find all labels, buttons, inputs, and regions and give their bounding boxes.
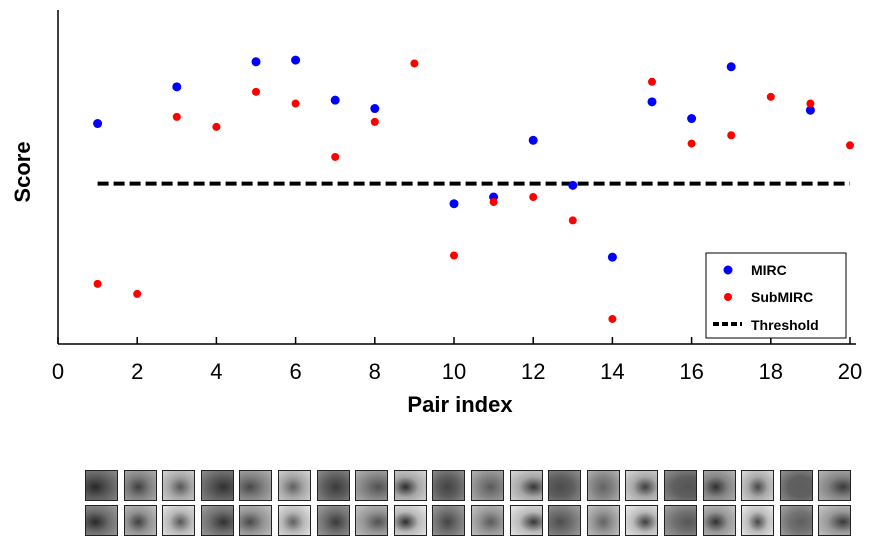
eye-thumbnail — [664, 505, 697, 536]
mirc-point — [449, 199, 459, 209]
eye-thumbnail — [85, 470, 118, 501]
submirc-point — [846, 141, 854, 150]
submirc-point — [291, 99, 300, 108]
eye-thumbnail — [586, 470, 620, 501]
eye-thumbnail — [664, 470, 697, 501]
x-tick-label: 6 — [289, 359, 301, 384]
submirc-point — [529, 193, 538, 202]
x-tick-label: 18 — [759, 359, 783, 384]
submirc-point — [648, 77, 656, 86]
eye-thumbnail — [818, 470, 852, 501]
eye-thumbnail — [625, 470, 659, 501]
eye-thumbnail — [471, 505, 504, 536]
eye-thumbnail — [85, 505, 118, 536]
submirc-point — [212, 122, 221, 131]
mirc-point — [607, 252, 617, 262]
mirc-point — [726, 62, 736, 72]
eye-thumbnail — [316, 470, 350, 501]
eye-thumbnail — [239, 505, 273, 536]
eye-thumbnail — [355, 505, 389, 536]
eye-thumbnail — [355, 470, 389, 501]
eye-thumbnail — [471, 470, 504, 501]
x-tick-label: 8 — [369, 359, 381, 384]
series-submirc — [93, 59, 854, 323]
mirc-point — [568, 180, 578, 190]
eye-thumbnail — [393, 505, 427, 536]
scatter-chart: 0 2 4 6 8 10 12 14 16 18 20 Pair index Score MIRC … — [10, 10, 862, 417]
eye-thumbnail — [548, 505, 582, 536]
submirc-point — [252, 87, 260, 96]
submirc-point — [766, 92, 775, 101]
x-tick-label: 0 — [52, 359, 64, 384]
data-points — [93, 55, 854, 323]
submirc-point — [568, 216, 577, 225]
eye-thumbnail — [702, 470, 736, 501]
mirc-point — [251, 57, 261, 67]
submirc-point — [608, 314, 617, 323]
eye-thumbnail — [741, 505, 775, 536]
submirc-point — [133, 289, 142, 298]
submirc-point — [450, 251, 458, 260]
submirc-point — [410, 59, 419, 68]
eye-thumbnail — [278, 470, 311, 501]
submirc-point — [687, 139, 696, 148]
eye-thumbnail — [779, 505, 813, 536]
legend-label-threshold: Threshold — [751, 317, 819, 333]
mirc-point — [647, 97, 657, 107]
eye-thumbnail — [702, 505, 736, 536]
eye-thumbnail — [200, 505, 234, 536]
eye-thumbnail — [818, 505, 852, 536]
eye-thumbnail — [162, 505, 196, 536]
submirc-point — [806, 99, 815, 108]
eye-thumbnail — [200, 470, 234, 501]
eye-thumbnail — [741, 470, 775, 501]
eye-thumbnail — [162, 470, 196, 501]
x-tick-label: 12 — [521, 359, 545, 384]
eye-image-thumbnails — [85, 470, 855, 538]
x-tick-label: 16 — [679, 359, 703, 384]
x-tick-label: 10 — [442, 359, 466, 384]
y-axis-title: Score — [10, 141, 35, 202]
eye-thumbnail — [779, 470, 813, 501]
mirc-point — [172, 82, 182, 92]
legend-label-mirc: MIRC — [751, 262, 787, 278]
mirc-point — [370, 104, 380, 114]
eye-thumbnail — [548, 470, 582, 501]
x-tick-label: 4 — [210, 359, 222, 384]
eye-thumbnail — [509, 505, 543, 536]
eye-thumbnail — [393, 470, 427, 501]
axes — [57, 10, 856, 345]
eye-thumbnail — [123, 505, 157, 536]
x-tick-label: 2 — [131, 359, 143, 384]
eye-thumbnail — [625, 505, 659, 536]
eye-thumbnail — [316, 505, 350, 536]
x-axis-title: Pair index — [407, 392, 513, 417]
eye-thumbnail — [586, 505, 620, 536]
mirc-point — [805, 105, 815, 115]
mirc-point — [528, 135, 538, 145]
eye-thumbnail — [239, 470, 273, 501]
x-tick-label: 14 — [600, 359, 624, 384]
submirc-point — [489, 198, 498, 207]
mirc-point — [330, 95, 340, 105]
legend-marker-mirc — [723, 265, 733, 275]
eye-thumbnail — [278, 505, 311, 536]
submirc-point — [370, 117, 379, 126]
eye-thumbnail — [432, 470, 466, 501]
legend: MIRC SubMIRC Threshold — [705, 252, 847, 339]
eye-thumbnail — [123, 470, 157, 501]
submirc-point — [93, 279, 102, 288]
legend-label-submirc: SubMIRC — [751, 289, 813, 305]
mirc-point — [93, 119, 103, 129]
mirc-point — [687, 114, 697, 124]
x-tick-labels: 0 2 4 6 8 10 12 14 16 18 20 — [52, 337, 862, 384]
mirc-point — [291, 55, 301, 65]
eye-thumbnail — [432, 505, 466, 536]
submirc-point — [172, 112, 181, 121]
submirc-point — [727, 131, 736, 140]
x-tick-label: 20 — [838, 359, 862, 384]
submirc-point — [331, 152, 340, 161]
eye-thumbnail — [509, 470, 543, 501]
legend-marker-submirc — [724, 293, 732, 301]
